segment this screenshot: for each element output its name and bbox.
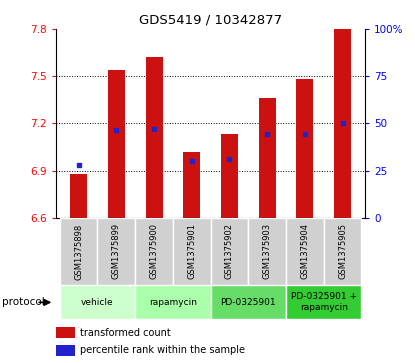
Text: GSM1375899: GSM1375899 xyxy=(112,223,121,280)
FancyBboxPatch shape xyxy=(248,218,286,285)
Bar xyxy=(334,29,351,218)
Bar xyxy=(183,152,200,218)
Text: GSM1375905: GSM1375905 xyxy=(338,223,347,280)
Bar xyxy=(56,345,75,356)
Text: GSM1375902: GSM1375902 xyxy=(225,223,234,280)
FancyBboxPatch shape xyxy=(286,285,361,319)
FancyBboxPatch shape xyxy=(135,285,211,319)
FancyBboxPatch shape xyxy=(211,218,248,285)
Text: PD-0325901: PD-0325901 xyxy=(220,298,276,307)
Text: GSM1375900: GSM1375900 xyxy=(149,223,159,280)
FancyBboxPatch shape xyxy=(211,285,286,319)
FancyBboxPatch shape xyxy=(173,218,211,285)
FancyBboxPatch shape xyxy=(98,218,135,285)
Text: GSM1375898: GSM1375898 xyxy=(74,223,83,280)
Text: rapamycin: rapamycin xyxy=(149,298,197,307)
Text: GSM1375904: GSM1375904 xyxy=(300,223,309,280)
Bar xyxy=(146,57,163,218)
Text: percentile rank within the sample: percentile rank within the sample xyxy=(80,345,245,355)
Text: PD-0325901 +
rapamycin: PD-0325901 + rapamycin xyxy=(291,293,357,312)
FancyBboxPatch shape xyxy=(324,218,361,285)
Text: protocol: protocol xyxy=(2,297,45,307)
Text: GSM1375903: GSM1375903 xyxy=(263,223,272,280)
FancyBboxPatch shape xyxy=(60,218,98,285)
FancyBboxPatch shape xyxy=(60,285,135,319)
FancyBboxPatch shape xyxy=(135,218,173,285)
Bar xyxy=(221,134,238,218)
Bar xyxy=(296,79,313,218)
Title: GDS5419 / 10342877: GDS5419 / 10342877 xyxy=(139,13,282,26)
Text: vehicle: vehicle xyxy=(81,298,114,307)
Bar xyxy=(70,174,87,218)
Text: transformed count: transformed count xyxy=(80,328,171,338)
FancyBboxPatch shape xyxy=(286,218,324,285)
Bar xyxy=(108,70,125,218)
Text: GSM1375901: GSM1375901 xyxy=(187,223,196,280)
Bar xyxy=(259,98,276,218)
Bar xyxy=(56,327,75,338)
